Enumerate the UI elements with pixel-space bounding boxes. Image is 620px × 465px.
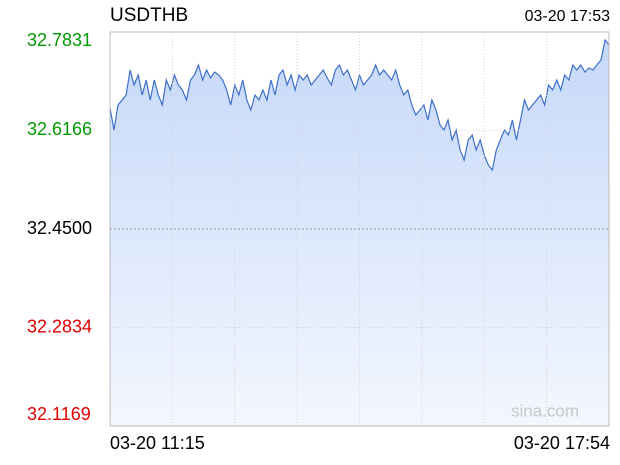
timestamp: 03-20 17:53 bbox=[525, 8, 611, 25]
plot-frame bbox=[109, 31, 610, 427]
watermark: sina.com bbox=[511, 401, 579, 420]
y-tick-label: 32.4500 bbox=[27, 218, 92, 238]
x-start-label: 03-20 11:15 bbox=[110, 433, 205, 453]
y-tick-label: 32.1169 bbox=[27, 404, 91, 424]
x-end-label: 03-20 17:54 bbox=[514, 433, 610, 453]
y-tick-label: 32.6166 bbox=[27, 119, 92, 139]
y-tick-label: 32.7831 bbox=[27, 30, 92, 50]
y-tick-label: 32.2834 bbox=[27, 316, 92, 336]
chart-title: USDTHB bbox=[110, 5, 188, 26]
